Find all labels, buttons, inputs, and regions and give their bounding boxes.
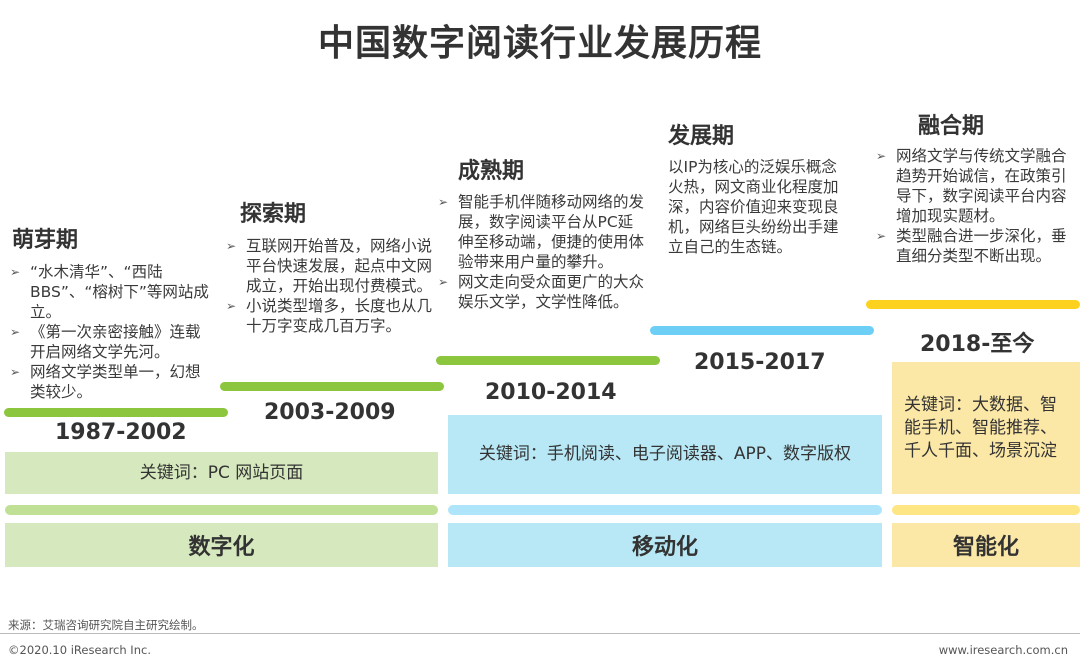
bullet-item: 互联网开始普及，网络小说平台快速发展，起点中文网成立，开始出现付费模式。 <box>226 236 434 296</box>
copyright: ©2020.10 iResearch Inc. <box>8 643 151 657</box>
stage-title-mature: 成熟期 <box>458 159 525 184</box>
timeline-bar-sprout <box>4 408 228 417</box>
stage-years-sprout: 1987-2002 <box>55 420 187 445</box>
timeline-bar-explore <box>220 382 444 391</box>
bullet-item: 《第一次亲密接触》连载开启网络文学先河。 <box>10 322 215 362</box>
band-line-digital <box>5 505 438 515</box>
band-line-mobile <box>448 505 882 515</box>
keyword-box-pc: 关键词：PC 网站页面 <box>5 452 438 494</box>
timeline-bar-mature <box>436 356 660 365</box>
stage-bullets-sprout: “水木清华”、“西陆BBS”、“榕树下”等网站成立。 《第一次亲密接触》连载开启… <box>10 262 215 402</box>
stage-bullets-explore: 互联网开始普及，网络小说平台快速发展，起点中文网成立，开始出现付费模式。 小说类… <box>226 236 434 336</box>
stage-years-explore: 2003-2009 <box>264 400 396 425</box>
stage-years-merge: 2018-至今 <box>920 332 1035 357</box>
stage-bullets-merge: 网络文学与传统文学融合趋势开始诚信，在政策引导下，数字阅读平台内容增加现实题材。… <box>876 146 1076 266</box>
keyword-box-smart: 关键词：大数据、智能手机、智能推荐、千人千面、场景沉淀 <box>892 362 1080 494</box>
bullet-item: “水木清华”、“西陆BBS”、“榕树下”等网站成立。 <box>10 262 215 322</box>
bullet-item: 小说类型增多，长度也从几十万字变成几百万字。 <box>226 296 434 336</box>
band-digital: 数字化 <box>5 523 438 567</box>
timeline-bar-merge <box>866 300 1080 309</box>
keyword-box-mobile: 关键词：手机阅读、电子阅读器、APP、数字版权 <box>448 415 882 494</box>
stage-title-develop: 发展期 <box>668 124 735 149</box>
bullet-item: 类型融合进一步深化，垂直细分类型不断出现。 <box>876 226 1076 266</box>
bullet-item: 智能手机伴随移动网络的发展，数字阅读平台从PC延伸至移动端，便捷的使用体验带来用… <box>438 192 648 272</box>
bullet-item: 网文走向受众面更广的大众娱乐文学，文学性降低。 <box>438 272 648 312</box>
stage-text-develop: 以IP为核心的泛娱乐概念火热，网文商业化程度加深，内容价值迎来变现良机，网络巨头… <box>668 158 839 256</box>
timeline-bar-develop <box>650 326 874 335</box>
stage-years-mature: 2010-2014 <box>485 380 617 405</box>
band-mobile: 移动化 <box>448 523 882 567</box>
website-link[interactable]: www.iresearch.com.cn <box>938 643 1068 657</box>
stage-title-explore: 探索期 <box>240 202 307 227</box>
band-line-smart <box>892 505 1080 515</box>
bullet-item: 网络文学类型单一，幻想类较少。 <box>10 362 215 402</box>
footer-divider <box>0 633 1080 634</box>
page-title: 中国数字阅读行业发展历程 <box>317 23 762 64</box>
stage-title-merge: 融合期 <box>918 114 985 139</box>
bullet-item: 网络文学与传统文学融合趋势开始诚信，在政策引导下，数字阅读平台内容增加现实题材。 <box>876 146 1076 226</box>
stage-title-sprout: 萌芽期 <box>12 228 79 253</box>
source-note: 来源：艾瑞咨询研究院自主研究绘制。 <box>8 618 204 632</box>
band-smart: 智能化 <box>892 523 1080 567</box>
stage-bullets-mature: 智能手机伴随移动网络的发展，数字阅读平台从PC延伸至移动端，便捷的使用体验带来用… <box>438 192 648 312</box>
stage-years-develop: 2015-2017 <box>694 350 826 375</box>
